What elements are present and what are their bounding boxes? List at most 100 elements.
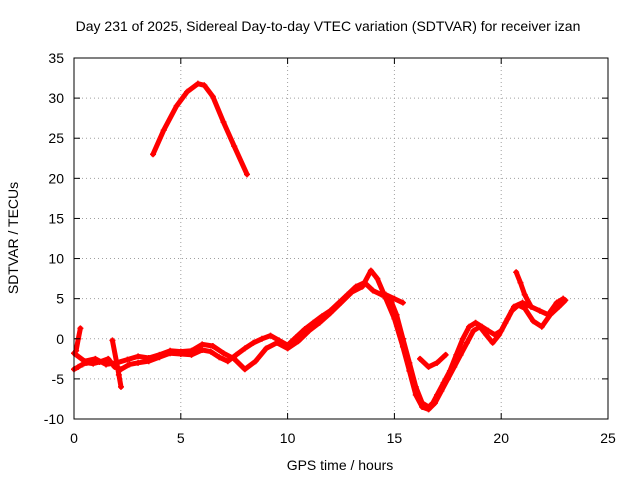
data-point	[547, 311, 554, 318]
data-point	[220, 119, 227, 126]
data-point	[431, 399, 438, 406]
data-point	[451, 363, 458, 370]
data-point	[476, 323, 483, 330]
data-point	[194, 80, 201, 87]
series-line	[71, 268, 568, 412]
data-point	[406, 367, 413, 374]
data-point	[555, 303, 562, 310]
data-point	[305, 327, 312, 334]
data-point	[374, 275, 381, 282]
data-point	[156, 351, 163, 358]
x-tick-label: 20	[493, 430, 509, 446]
data-point	[233, 351, 240, 358]
data-point	[517, 279, 524, 286]
data-point	[508, 307, 515, 314]
data-point	[81, 358, 88, 365]
data-point	[515, 302, 522, 309]
data-point	[538, 323, 545, 330]
data-point	[496, 331, 503, 338]
y-tick-label: -5	[52, 371, 65, 387]
data-point	[207, 348, 214, 355]
data-point	[470, 327, 477, 334]
data-point	[135, 359, 142, 366]
series-group	[71, 80, 569, 413]
data-point	[316, 319, 323, 326]
data-point	[417, 355, 424, 362]
data-point	[209, 93, 216, 100]
data-point	[370, 287, 377, 294]
data-point	[199, 347, 206, 354]
data-point	[562, 297, 569, 304]
plot-frame	[73, 57, 609, 420]
data-point	[224, 358, 231, 365]
data-point	[359, 283, 366, 290]
series-3	[382, 291, 406, 306]
data-point	[150, 151, 157, 158]
x-tick-label: 5	[177, 430, 185, 446]
data-point	[258, 335, 265, 342]
data-point	[521, 291, 528, 298]
data-point	[220, 350, 227, 357]
data-point	[483, 331, 490, 338]
data-point	[273, 339, 280, 346]
series-2	[71, 267, 569, 413]
data-point	[77, 325, 84, 332]
grid	[74, 58, 608, 419]
data-point	[442, 351, 449, 358]
data-point	[75, 363, 82, 370]
data-point	[145, 355, 152, 362]
data-point	[391, 315, 398, 322]
data-point	[502, 319, 509, 326]
data-point	[399, 343, 406, 350]
series-6	[73, 325, 84, 354]
data-point	[399, 299, 406, 306]
data-point	[92, 355, 99, 362]
y-axis-label: SDTVAR / TECUs	[5, 182, 21, 294]
series-line	[150, 81, 250, 177]
y-tick-label: 15	[48, 210, 64, 226]
data-point	[293, 334, 300, 341]
data-point	[267, 332, 274, 339]
data-point	[457, 351, 464, 358]
x-tick-label: 0	[70, 430, 78, 446]
data-point	[466, 323, 473, 330]
data-point	[444, 375, 451, 382]
data-point	[167, 347, 174, 354]
data-point	[521, 305, 528, 312]
data-point	[391, 295, 398, 302]
ticks: 0 5 10 15 20 25 -10 -5 0 5 10 15 20 25 30 35	[44, 50, 616, 446]
data-point	[250, 339, 257, 346]
data-point	[188, 347, 195, 354]
data-point	[209, 342, 216, 349]
data-point	[177, 348, 184, 355]
data-point	[184, 88, 191, 95]
series-line	[513, 269, 534, 310]
data-point	[113, 359, 120, 366]
data-point	[231, 143, 238, 150]
data-point	[382, 291, 389, 298]
data-point	[553, 299, 560, 306]
x-axis-label: GPS time / hours	[287, 457, 394, 473]
data-point	[536, 307, 543, 314]
y-tick-label: 30	[48, 90, 64, 106]
data-point	[199, 341, 206, 348]
data-point	[173, 103, 180, 110]
x-tick-label: 15	[387, 430, 403, 446]
data-point	[425, 363, 432, 370]
data-point	[117, 383, 124, 390]
data-point	[472, 319, 479, 326]
data-point	[513, 269, 520, 276]
series-line	[109, 337, 124, 390]
data-point	[284, 345, 291, 352]
y-tick-label: 35	[48, 50, 64, 66]
data-point	[115, 371, 122, 378]
data-point	[103, 361, 110, 368]
series-7	[109, 337, 124, 390]
chart-title: Day 231 of 2025, Sidereal Day-to-day VTE…	[76, 18, 581, 34]
series-4	[417, 351, 449, 370]
data-point	[348, 289, 355, 296]
series-line	[417, 352, 449, 370]
data-point	[109, 337, 116, 344]
series-line	[71, 280, 566, 410]
